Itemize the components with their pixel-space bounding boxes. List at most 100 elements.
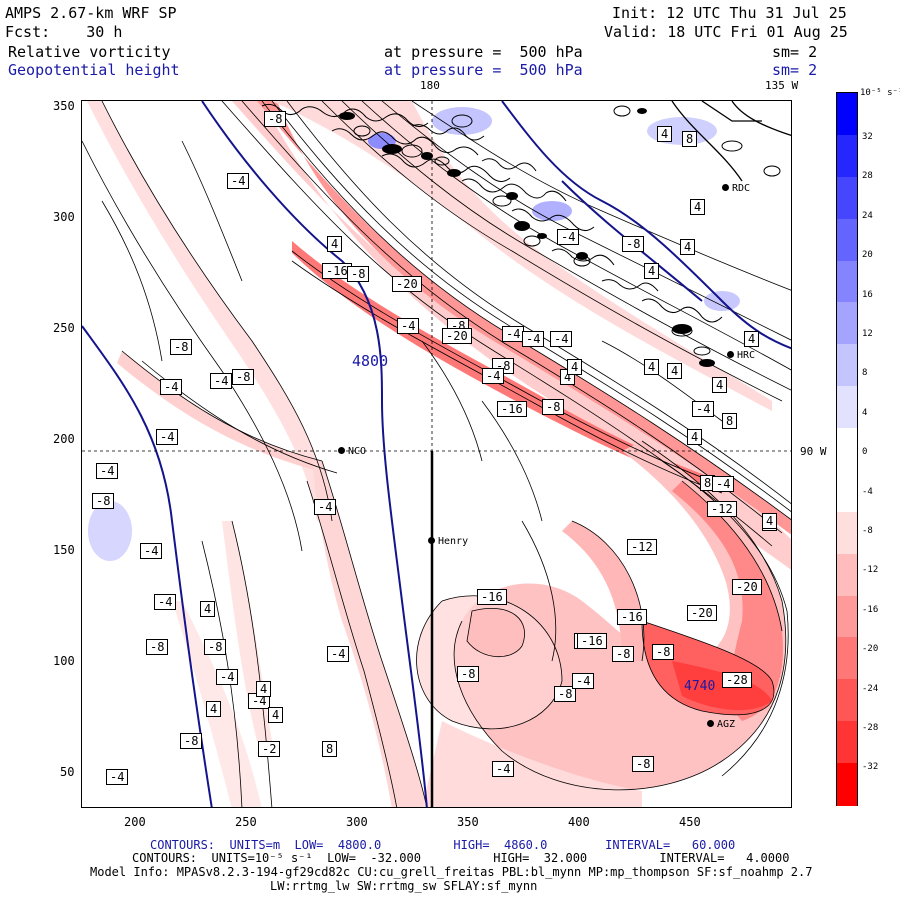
colorbar — [836, 92, 858, 806]
vorticity-contours — [82, 101, 791, 807]
contour-label: -8 — [170, 339, 193, 355]
colorbar-cell — [837, 469, 857, 513]
contour-label: -28 — [722, 672, 752, 688]
footer-physics-info: LW:rrtmg_lw SW:rrtmg_sw SFLAY:sf_mynn — [270, 879, 538, 893]
colorbar-tick-label: -32 — [862, 762, 879, 773]
colorbar-cell — [837, 763, 857, 806]
y-tick-label: 300 — [53, 210, 75, 224]
contour-label: 4 — [327, 236, 343, 252]
coastline-lines — [671, 101, 791, 182]
contour-label: 8 — [722, 413, 738, 429]
contour-label: 4 — [256, 681, 272, 697]
colorbar-tick-label: 12 — [862, 329, 873, 339]
field2-smoothing: sm= 2 — [772, 61, 818, 79]
colorbar-cell — [837, 218, 857, 262]
contour-label: -4 — [227, 173, 250, 189]
contour-label: -8 — [146, 639, 169, 655]
y-tick-label: 100 — [53, 654, 75, 668]
colorbar-cell — [837, 260, 857, 304]
height-contour-label-2: 4740 — [684, 679, 716, 694]
contour-label: -16 — [617, 609, 647, 625]
colorbar-tick-label: 24 — [862, 210, 873, 221]
contour-label: -4 — [482, 368, 505, 384]
height-contour-label: 4800 — [352, 352, 389, 370]
colorbar-cell — [837, 386, 857, 430]
station-label-agz: AGZ — [717, 719, 736, 730]
contour-label: -16 — [477, 589, 507, 605]
colorbar-tick-label: 8 — [862, 368, 868, 379]
contour-label: -2 — [258, 741, 281, 757]
y-tick-label: 50 — [60, 765, 75, 779]
colorbar-cell — [837, 176, 857, 220]
contour-label: -4 — [156, 429, 179, 445]
contour-label: 4 — [644, 263, 660, 279]
contour-label: 4 — [680, 239, 696, 255]
x-tick-label: 250 — [235, 815, 257, 829]
contour-label: 8 — [322, 741, 338, 757]
contour-label: -8 — [232, 369, 255, 385]
station-marker-rdc — [722, 184, 729, 191]
field2-level: at pressure = 500 hPa — [384, 61, 583, 79]
contour-label: -8 — [554, 686, 577, 702]
footer-vorticity-contours: CONTOURS: UNITS=10⁻⁵ s⁻¹ LOW= -32.000 HI… — [132, 851, 790, 865]
y-tick-label: 200 — [53, 432, 75, 446]
contour-label: -12 — [707, 501, 737, 517]
station-label-henry: Henry — [438, 536, 469, 547]
field1-name: Relative vorticity — [8, 43, 171, 61]
negative-vorticity-shading — [87, 101, 791, 807]
contour-label: -8 — [542, 399, 565, 415]
contour-label: -4 — [154, 594, 177, 610]
y-tick-label: 250 — [53, 321, 75, 335]
colorbar-tick-label: 28 — [862, 171, 873, 182]
contour-label: -4 — [248, 693, 271, 709]
colorbar-cell — [837, 344, 857, 388]
station-marker-hrc — [727, 351, 734, 358]
field2-name: Geopotential height — [8, 61, 180, 79]
colorbar-cell — [837, 134, 857, 178]
contour-label: 4 — [657, 126, 673, 142]
contour-label: -4 — [502, 326, 525, 342]
contour-label: -20 — [687, 605, 717, 621]
contour-label: -8 — [264, 111, 287, 127]
colorbar-tick-label: -8 — [862, 526, 873, 536]
contour-label: -20 — [442, 328, 472, 344]
colorbar-tick-label: -16 — [862, 604, 879, 615]
contour-label: 4 — [667, 363, 683, 379]
contour-label: -16 — [577, 633, 607, 649]
colorbar-tick-label: -20 — [862, 644, 879, 655]
footer-height-contours: CONTOURS: UNITS=m LOW= 4800.0 HIGH= 4860… — [150, 838, 736, 852]
vorticity-map: -8 -4 4 -16 -8 -20 -4 -8 -4 8 4 -4 -8 4 4 -20 -16 -8 -4 -4-… — [81, 100, 792, 808]
contour-label: -4 — [140, 543, 163, 559]
contour-label: -8 — [92, 493, 115, 509]
station-label-rdc: RDC — [732, 183, 751, 194]
contour-label: -4 — [572, 673, 595, 689]
model-title: AMPS 2.67-km WRF SP — [5, 4, 177, 22]
colorbar-cell — [837, 302, 857, 346]
contour-label: -8 — [612, 646, 635, 662]
x-tick-label: 400 — [568, 815, 590, 829]
contour-label: -4 — [712, 476, 735, 492]
init-time: Init: 12 UTC Thu 31 Jul 25 — [612, 4, 847, 22]
reference-lines — [82, 101, 791, 807]
contour-label: 4 — [206, 701, 222, 717]
meridian-135w-label: 135 W — [765, 79, 799, 92]
y-tick-label: 150 — [53, 543, 75, 557]
contour-label: -4 — [327, 646, 350, 662]
contour-label: -8 — [622, 236, 645, 252]
contour-label: -4 — [550, 331, 573, 347]
station-marker-agz — [707, 720, 714, 727]
colorbar-tick-label: -4 — [862, 486, 873, 497]
contour-label: -4 — [160, 379, 183, 395]
colorbar-tick-label: -12 — [862, 565, 879, 576]
contour-label: -4 — [210, 373, 233, 389]
contour-label: -4 — [96, 463, 119, 479]
colorbar-cell — [837, 595, 857, 639]
colorbar-cell — [837, 679, 857, 723]
contour-label: -12 — [627, 539, 657, 555]
colorbar-tick-label: 4 — [862, 407, 868, 418]
meridian-90w-label: 90 W — [800, 445, 827, 458]
contour-label: 4 — [268, 707, 284, 723]
y-tick-label: 350 — [53, 99, 75, 113]
x-tick-label: 450 — [679, 815, 701, 829]
colorbar-tick-label: 32 — [862, 132, 873, 142]
